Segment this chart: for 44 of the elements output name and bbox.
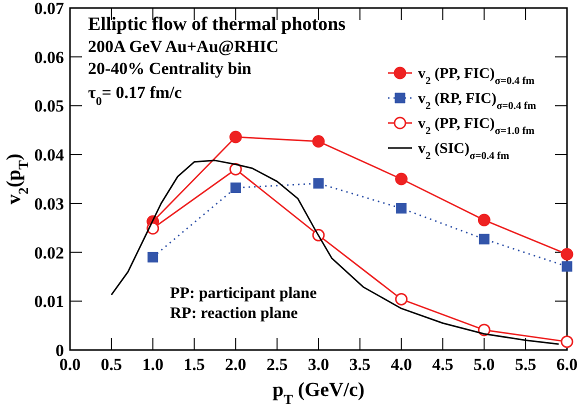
point — [395, 292, 408, 306]
y-tick-label: 0.04 — [34, 146, 64, 165]
annotation: τ$_{0}$= 0.17 fm/c — [88, 83, 182, 108]
point — [396, 203, 407, 214]
x-tick-label: 5.0 — [474, 355, 495, 374]
x-tick-label: 4.5 — [432, 355, 454, 374]
legend-label: v$_{2}$ (SIC)$_{σ=0.4 fm}$ — [418, 141, 510, 162]
x-axis-title: p$_{T}$ (GeV/c) — [272, 379, 365, 404]
legend-label: v$_{2}$ (PP, FIC)$_{σ=1.0 fm}$ — [418, 116, 535, 136]
point — [478, 214, 490, 226]
y-tick-label: 0.06 — [34, 48, 64, 67]
x-tick-label: 0.5 — [100, 355, 122, 374]
x-tick-label: 2.5 — [266, 355, 288, 374]
chart-title: Elliptic flow of thermal photons — [88, 14, 346, 35]
x-tick-label: 1.0 — [142, 355, 164, 374]
y-tick-label: 0.01 — [34, 292, 64, 312]
point — [312, 135, 325, 148]
annotation: 200A GeV Au+Au@RHIC — [88, 37, 278, 56]
point — [395, 172, 408, 186]
point — [229, 162, 242, 176]
x-tick-label: 1.5 — [184, 355, 205, 374]
y-tick-label: 0.05 — [34, 96, 64, 116]
legend-label: v$_{2}$ (PP, FIC)$_{σ=0.4 fm}$ — [418, 66, 535, 86]
point — [230, 182, 241, 194]
point — [148, 252, 158, 262]
y-tick-label: 0.03 — [34, 194, 64, 214]
legend-label: v$_{2}$ (RP, FIC)$_{σ=0.4 fm}$ — [418, 91, 536, 112]
y-tick-label: 0.07 — [34, 0, 64, 18]
point — [562, 261, 572, 272]
point — [229, 130, 242, 144]
point — [560, 248, 574, 260]
x-tick-label: 6.0 — [556, 355, 578, 374]
y-tick-label: 0.02 — [34, 243, 64, 262]
annotation: PP: participant plane — [170, 285, 317, 302]
x-tick-label: 2.0 — [225, 355, 246, 374]
x-tick-label: 3.5 — [349, 355, 371, 374]
point — [313, 178, 324, 189]
x-tick-label: 5.5 — [514, 355, 536, 374]
x-tick-label: 4.0 — [390, 355, 412, 374]
annotation: RP: reaction plane — [170, 305, 298, 322]
x-tick-label: 3.0 — [308, 355, 330, 374]
point — [560, 335, 574, 348]
annotation: 20-40% Centrality bin — [88, 59, 252, 78]
point — [478, 234, 490, 244]
